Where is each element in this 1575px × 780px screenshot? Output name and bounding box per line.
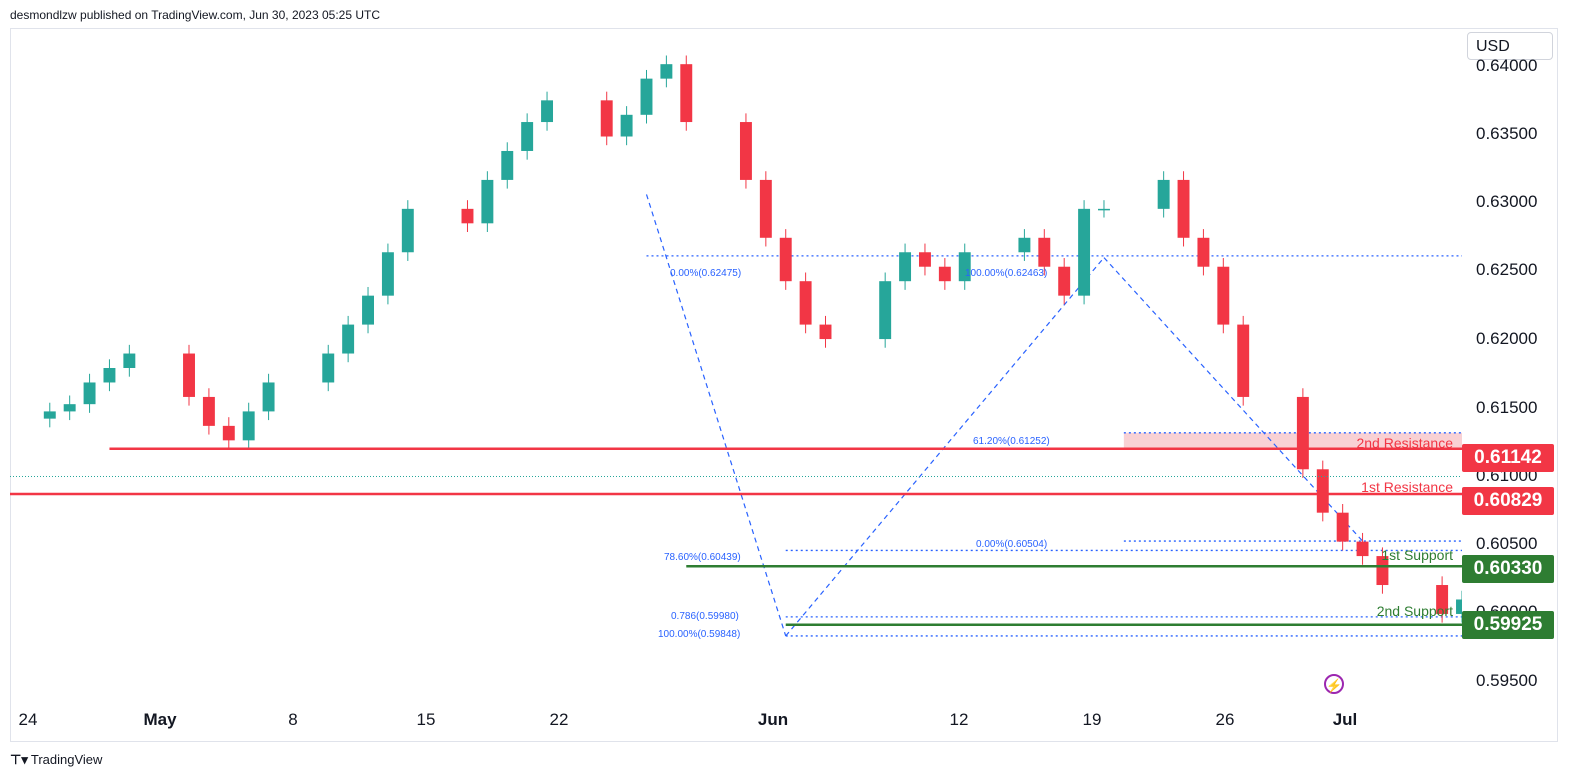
candle-body	[1078, 208, 1091, 296]
x-tick: 12	[949, 710, 969, 729]
candle-body	[759, 179, 772, 238]
tv-logo-icon: ⊤▾	[10, 752, 28, 767]
candle-body	[1237, 324, 1250, 397]
fib-label: 61.20%(0.61252)	[973, 436, 1050, 447]
x-tick: Jun	[757, 710, 789, 729]
candle-body	[918, 252, 931, 267]
candle-body	[83, 382, 96, 405]
price-badge-2nd-support: 0.59925	[1462, 611, 1554, 639]
y-tick: 0.64000	[1476, 56, 1538, 75]
candle-body	[63, 404, 76, 412]
price-chart[interactable]	[10, 28, 1462, 708]
candle-body	[1376, 556, 1389, 586]
candle-body	[401, 208, 414, 253]
x-tick: 26	[1215, 710, 1235, 729]
fib-label: 0.00%(0.60504)	[976, 539, 1048, 550]
candle-body	[1456, 599, 1462, 614]
y-tick: 0.62000	[1476, 329, 1538, 348]
candle-body	[819, 324, 832, 340]
candle-body	[1336, 512, 1349, 542]
candle-body	[680, 64, 693, 123]
y-tick: 0.59500	[1476, 671, 1538, 690]
price-badge-1st-resistance: 0.60829	[1462, 487, 1554, 515]
publish-info: desmondlzw published on TradingView.com,…	[10, 8, 381, 22]
candle-body	[521, 122, 534, 151]
fib-label: 0.786(0.59980)	[671, 611, 739, 622]
candle-body	[938, 266, 951, 282]
candle-body	[43, 411, 56, 419]
x-tick: May	[143, 710, 177, 729]
candle-body	[1296, 396, 1309, 470]
candle-body	[123, 353, 136, 368]
level-label-1st-resistance: 1st Resistance	[1361, 479, 1453, 495]
fib-trend-line	[785, 257, 1105, 637]
candle-body	[1038, 237, 1051, 267]
x-tick: 15	[416, 710, 436, 729]
candle-body	[640, 78, 653, 115]
candle-body	[958, 252, 971, 282]
y-tick: 0.63000	[1476, 192, 1538, 211]
x-tick: 19	[1082, 710, 1102, 729]
candle-body	[799, 281, 812, 325]
fib-label: 0.00%(0.62475)	[670, 268, 742, 279]
level-label-2nd-support: 2nd Support	[1376, 603, 1453, 619]
candle-body	[1058, 266, 1071, 296]
fib-label: 100.00%(0.62463)	[965, 268, 1048, 279]
candle-body	[481, 179, 494, 224]
candle-body	[103, 368, 116, 383]
candle-body	[779, 237, 792, 282]
candle-body	[1356, 541, 1369, 557]
candle-body	[222, 425, 235, 441]
candle-body	[501, 150, 514, 180]
y-tick: 0.63500	[1476, 124, 1538, 143]
y-tick: 0.60500	[1476, 534, 1538, 553]
candle-body	[262, 382, 275, 412]
candle-body	[242, 411, 255, 441]
fib-label: 100.00%(0.59848)	[658, 629, 741, 640]
price-badge-1st-support: 0.60330	[1462, 555, 1554, 583]
x-tick: Jul	[1332, 710, 1358, 729]
candle-body	[1157, 179, 1170, 209]
candle-body	[1197, 237, 1210, 267]
tradingview-logo: ⊤▾ TradingView	[10, 752, 102, 768]
candle-body	[362, 295, 374, 325]
candle-body	[739, 122, 752, 180]
candle-body	[1098, 208, 1110, 211]
candle-body	[1436, 585, 1449, 614]
candle-body	[541, 100, 554, 123]
chart-frame	[10, 28, 1558, 742]
y-tick: 0.62500	[1476, 260, 1538, 279]
candle-body	[600, 100, 613, 137]
y-tick: 0.61500	[1476, 398, 1538, 417]
x-tick: 24	[18, 710, 38, 729]
candle-body	[202, 396, 215, 426]
level-label-1st-support: 1st Support	[1381, 547, 1453, 563]
currency-selector[interactable]: USD	[1467, 32, 1553, 60]
level-label-2nd-resistance: 2nd Resistance	[1356, 435, 1453, 451]
fib-trend-line	[645, 194, 787, 637]
candle-body	[183, 353, 195, 397]
candle-body	[461, 208, 474, 224]
fib-label: 78.60%(0.60439)	[664, 552, 741, 563]
resistance-zone	[1123, 432, 1462, 449]
candle-body	[899, 252, 912, 282]
candle-body	[342, 324, 355, 354]
candle-body	[381, 252, 394, 296]
candle-body	[1217, 266, 1230, 325]
bolt-icon[interactable]: ⚡	[1324, 674, 1344, 694]
x-tick: 22	[549, 710, 569, 729]
candle-body	[1316, 469, 1329, 513]
candle-body	[620, 114, 633, 137]
candle-body	[322, 353, 335, 383]
candle-body	[660, 64, 673, 79]
candle-body	[879, 281, 892, 340]
candle-body	[1018, 237, 1031, 253]
candle-body	[1177, 179, 1190, 238]
plot-area[interactable]	[10, 28, 1462, 708]
x-tick: 8	[288, 710, 298, 729]
logo-text: TradingView	[30, 752, 103, 767]
price-badge-2nd-resistance: 0.61142	[1462, 444, 1554, 472]
